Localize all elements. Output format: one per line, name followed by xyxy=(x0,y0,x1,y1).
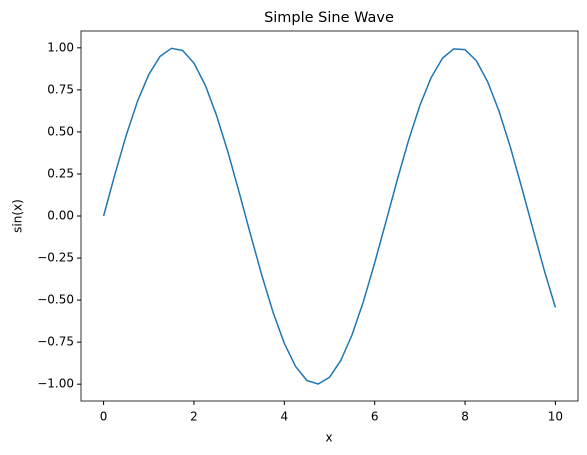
y-tick-label: 0.25 xyxy=(47,166,74,180)
y-tick-label: −0.50 xyxy=(37,293,74,307)
x-tick-label: 0 xyxy=(100,410,108,424)
y-tick-label: 0.00 xyxy=(47,209,74,223)
x-tick-label: 8 xyxy=(461,410,469,424)
y-tick-label: −1.00 xyxy=(37,377,74,391)
y-tick-label: −0.25 xyxy=(37,251,74,265)
x-axis-label: x xyxy=(325,431,332,445)
chart-title: Simple Sine Wave xyxy=(264,10,394,26)
y-tick-label: −0.75 xyxy=(37,335,74,349)
x-tick-label: 4 xyxy=(280,410,288,424)
y-tick-label: 0.50 xyxy=(47,124,74,138)
plot-frame xyxy=(80,30,579,402)
x-tick-label: 10 xyxy=(548,410,563,424)
y-tick-label: 0.75 xyxy=(47,82,74,96)
y-tick-label: 1.00 xyxy=(47,40,74,54)
y-axis-label: sin(x) xyxy=(11,199,25,233)
x-tick-label: 2 xyxy=(190,410,198,424)
x-tick-label: 6 xyxy=(371,410,379,424)
line xyxy=(102,47,557,385)
